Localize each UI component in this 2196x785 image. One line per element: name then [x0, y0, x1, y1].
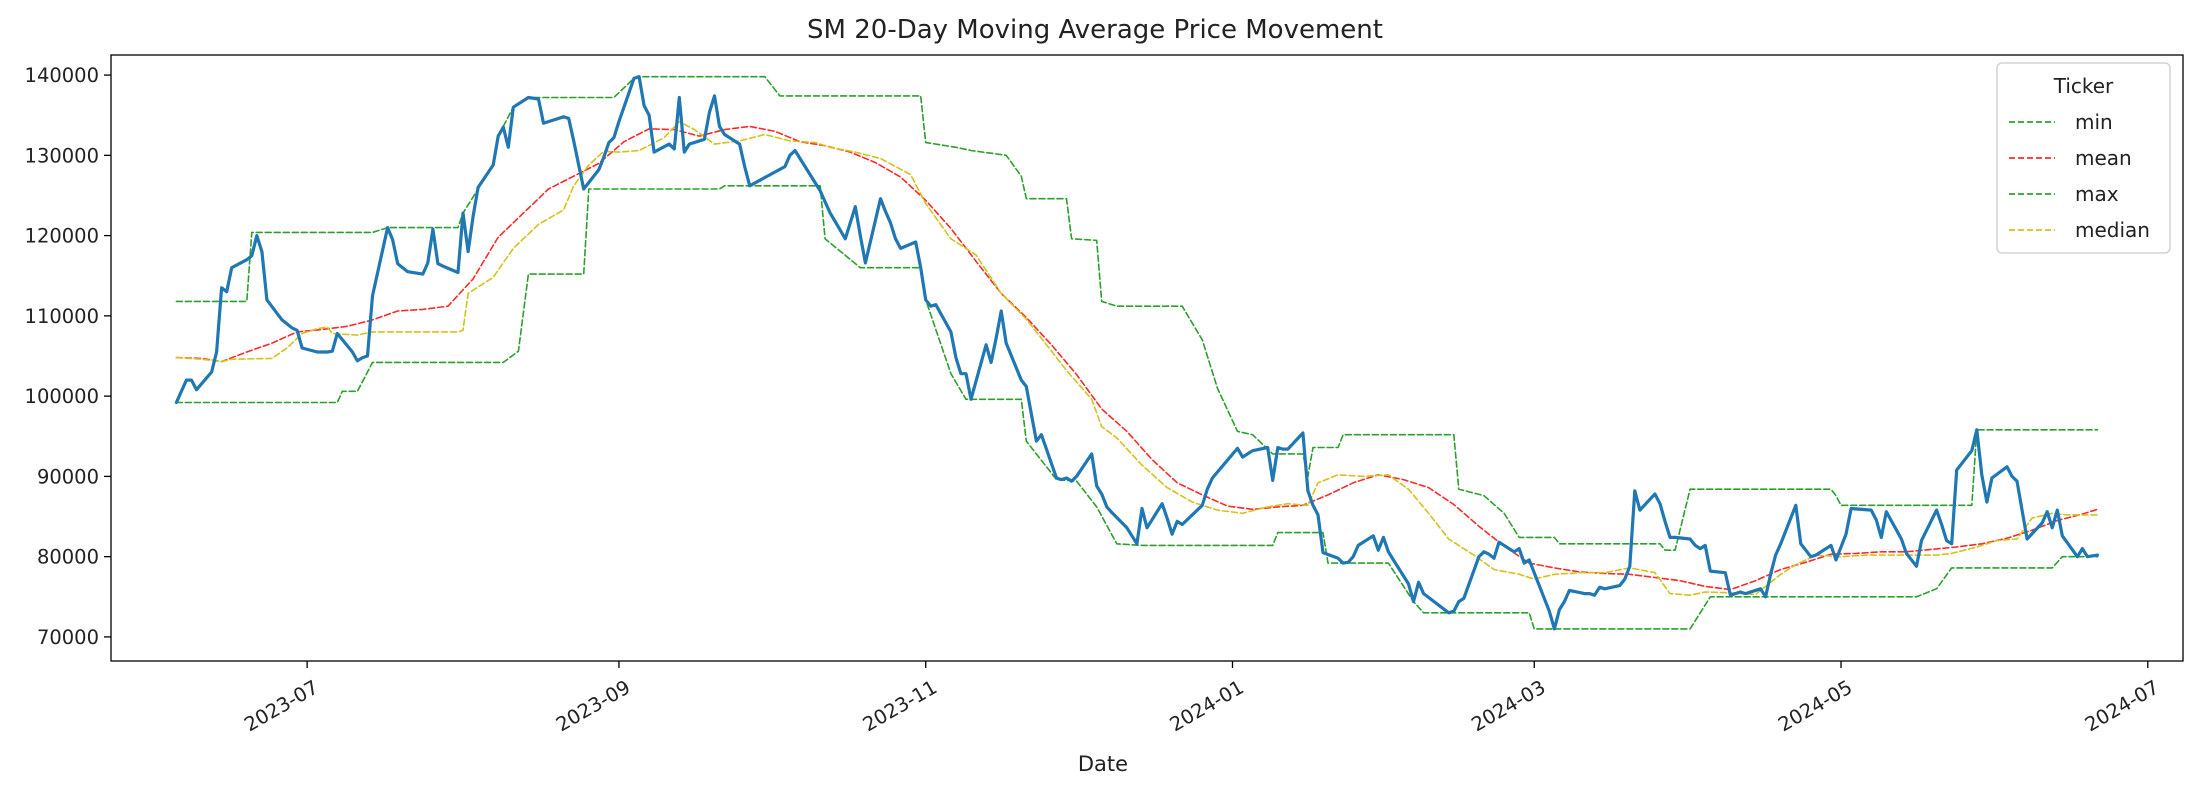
y-tick-label: 140000 [25, 64, 99, 87]
y-tick-label: 90000 [37, 465, 99, 488]
x-tick-label: 2023-11 [859, 676, 941, 737]
plot-frame [110, 54, 2184, 662]
x-tick-label: 2023-09 [552, 676, 634, 737]
y-tick-label: 80000 [37, 546, 99, 569]
axes: 70000 80000 90000 100000 110000 120000 130000 1… [25, 54, 2184, 737]
series-line-min [175, 185, 2099, 630]
x-tick-label: 2024-03 [1467, 676, 1549, 737]
x-tick-label: 2024-01 [1166, 676, 1248, 737]
y-tick-label: 120000 [25, 225, 99, 248]
x-tick-label: 2024-07 [2081, 676, 2163, 737]
y-tick-label: 100000 [25, 385, 99, 408]
y-tick-label: 110000 [25, 305, 99, 328]
series-line-price [174, 75, 2100, 631]
plot-marks [174, 75, 2100, 631]
legend-label-max: max [2075, 182, 2119, 206]
y-tick-label: 70000 [37, 626, 99, 649]
legend-box [1996, 62, 2171, 254]
x-axis-label: Date [1078, 752, 1128, 776]
y-tick-label: 130000 [25, 144, 99, 167]
legend-label-mean: mean [2075, 146, 2132, 170]
legend: Ticker min mean max median [1996, 62, 2171, 254]
series-line-mean [175, 125, 2099, 591]
legend-title: Ticker [2053, 74, 2114, 98]
legend-label-median: median [2075, 218, 2150, 242]
series-line-median [175, 120, 2099, 596]
chart-title: SM 20-Day Moving Average Price Movement [807, 15, 1383, 45]
x-tick-label: 2023-07 [240, 676, 322, 737]
x-tick-label: 2024-05 [1774, 676, 1856, 737]
legend-label-min: min [2075, 110, 2113, 134]
